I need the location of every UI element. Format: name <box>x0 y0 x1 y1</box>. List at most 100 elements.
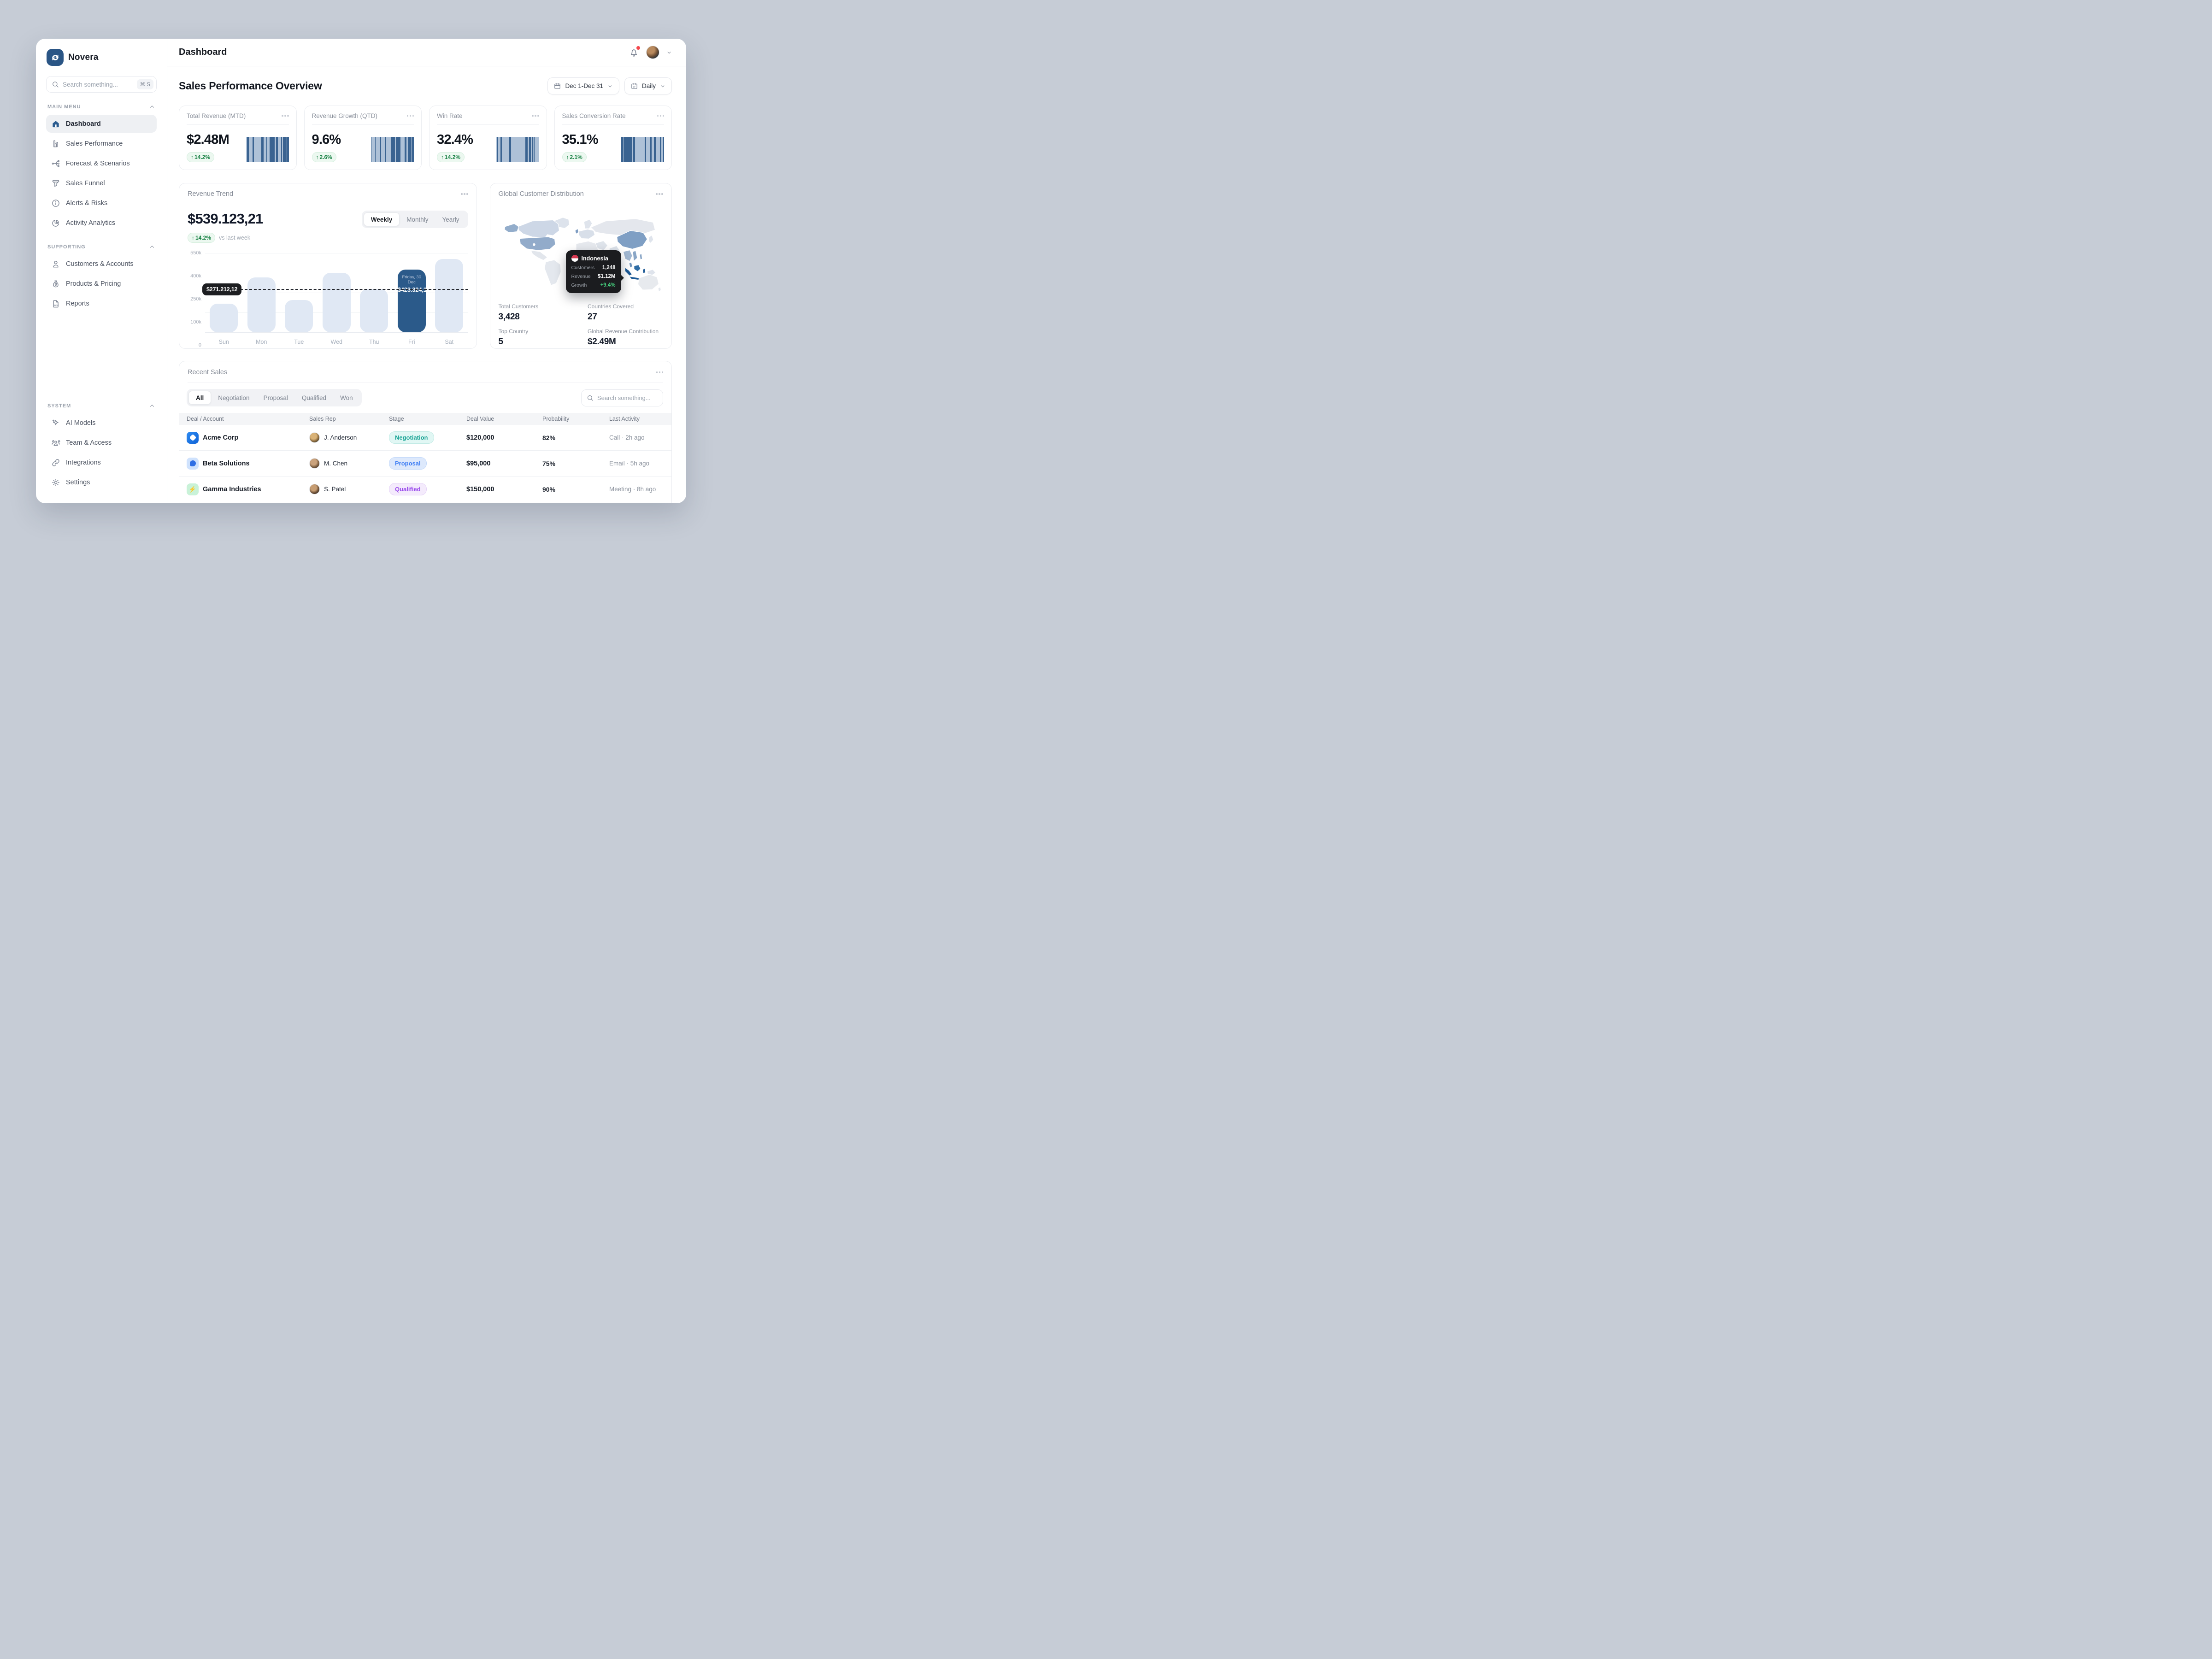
sidebar-item-integrations[interactable]: Integrations <box>46 453 157 471</box>
more-icon[interactable] <box>282 113 289 119</box>
section-title: Sales Performance Overview <box>179 80 322 92</box>
search-icon <box>53 82 59 88</box>
tab-yearly[interactable]: Yearly <box>442 216 459 223</box>
sidebar-item-dashboard[interactable]: Dashboard <box>46 115 157 133</box>
sidebar-item-reports[interactable]: DOC Reports <box>46 294 157 312</box>
user-avatar[interactable] <box>646 46 659 59</box>
sidebar-search[interactable]: ⌘ S <box>46 76 157 93</box>
global-distribution-card: Global Customer Distribution <box>489 183 672 349</box>
gamma-logo-icon: ⚡ <box>187 483 199 495</box>
notifications-button[interactable] <box>629 46 640 58</box>
tab-weekly[interactable]: Weekly <box>363 212 400 226</box>
bar-tue[interactable] <box>285 300 313 332</box>
search-shortcut: ⌘ S <box>136 79 153 89</box>
section-system: SYSTEM <box>47 403 155 409</box>
bar-sat[interactable] <box>435 259 464 332</box>
sidebar-item-settings[interactable]: Settings <box>46 473 157 491</box>
filter-qualified[interactable]: Qualified <box>301 394 327 401</box>
filter-won[interactable]: Won <box>340 394 353 401</box>
status-badge: Qualified <box>389 483 427 495</box>
tab-monthly[interactable]: Monthly <box>406 216 429 223</box>
page-title: Dashboard <box>179 47 227 57</box>
chevron-up-icon[interactable] <box>149 244 155 250</box>
arrow-up-icon: ↑ <box>191 154 194 160</box>
table-row[interactable]: Acme Corp J. Anderson Negotiation $120,0… <box>179 425 671 451</box>
sidebar-item-sales-performance[interactable]: Sales Performance <box>46 135 157 153</box>
baseline-label: $271.212,12 <box>202 283 242 295</box>
stat-countries-covered: 27 <box>588 312 597 322</box>
arrow-up-icon: ↑ <box>192 235 194 241</box>
bar-wed[interactable] <box>322 273 351 332</box>
flow-branch-icon <box>51 159 60 168</box>
global-stats: Total Customers 3,428 Countries Covered 27… <box>499 303 663 347</box>
status-badge: Negotiation <box>389 431 434 444</box>
sidebar-item-customers-accounts[interactable]: Customers & Accounts <box>46 255 157 273</box>
kpi-revenue-growth: Revenue Growth (QTD) 9.6% ↑ 2.6% <box>304 106 422 170</box>
kpi-row: Total Revenue (MTD) $2.48M ↑ 14.2% Revenu… <box>179 106 672 170</box>
more-icon[interactable] <box>656 191 663 197</box>
app-window: Novera ⌘ S MAIN MENU Dashboard Sales Per… <box>36 39 686 503</box>
sidebar-spacer <box>46 313 157 392</box>
kpi-delta-badge: ↑ 14.2% <box>187 152 215 162</box>
table-search-input[interactable] <box>597 394 658 401</box>
more-icon[interactable] <box>406 113 414 119</box>
rep-avatar <box>309 458 320 469</box>
sidebar-item-activity-analytics[interactable]: Activity Analytics <box>46 214 157 232</box>
sidebar-search-input[interactable] <box>63 81 133 88</box>
stage-filters: All Negotiation Proposal Qualified Won <box>187 389 362 406</box>
kpi-value: 35.1% <box>562 132 599 147</box>
sidebar-item-team-access[interactable]: Team & Access <box>46 434 157 452</box>
chevron-up-icon[interactable] <box>149 403 155 409</box>
bell-icon <box>630 48 637 57</box>
trend-delta-badge: ↑ 14.2% <box>188 233 216 243</box>
kpi-sales-conversion: Sales Conversion Rate 35.1% ↑ 2.1% <box>554 106 672 170</box>
bar-thu[interactable] <box>360 288 388 332</box>
chevron-up-icon[interactable] <box>149 104 155 110</box>
table-header: Deal / Account Sales Rep Stage Deal Value Pr… <box>179 413 671 425</box>
kpi-delta-badge: ↑ 2.1% <box>562 152 587 162</box>
y-axis: 550k 400k 250k 100k 0 <box>190 250 201 348</box>
kpi-sparkline <box>246 137 289 162</box>
more-icon[interactable] <box>656 370 663 375</box>
sidebar-item-alerts-risks[interactable]: Alerts & Risks <box>46 194 157 212</box>
novera-logo-icon <box>47 49 64 66</box>
sidebar-item-sales-funnel[interactable]: Sales Funnel <box>46 174 157 192</box>
bar-sun[interactable] <box>210 304 238 332</box>
notification-dot <box>636 46 640 50</box>
sidebar-item-ai-models[interactable]: AI Models <box>46 414 157 432</box>
search-icon <box>587 395 593 401</box>
stat-top-country: 5 <box>498 336 504 347</box>
kpi-value: $2.48M <box>187 132 229 147</box>
map-marker-us <box>532 243 535 246</box>
table-search[interactable] <box>581 389 663 406</box>
sidebar: Novera ⌘ S MAIN MENU Dashboard Sales Per… <box>36 39 167 503</box>
bar-mon[interactable] <box>247 277 276 332</box>
sidebar-item-forecast-scenarios[interactable]: Forecast & Scenarios <box>46 154 157 172</box>
sidebar-item-products-pricing[interactable]: Products & Pricing <box>46 275 157 293</box>
table-row[interactable]: ⚡ Gamma Industries S. Patel Qualified $15… <box>179 477 671 502</box>
svg-text:DOC: DOC <box>54 304 59 306</box>
chevron-down-icon[interactable] <box>666 49 672 56</box>
granularity-button[interactable]: 07 Daily <box>624 77 672 94</box>
date-range-button[interactable]: Dec 1-Dec 31 <box>547 77 619 94</box>
more-icon[interactable] <box>461 191 468 197</box>
more-icon[interactable] <box>532 113 539 119</box>
average-baseline: $271.212,12 <box>202 283 468 295</box>
bar-fri-highlighted[interactable]: Friday, 30 Dec $423.324,12 <box>397 270 426 332</box>
kpi-value: 9.6% <box>312 132 341 147</box>
sparkles-icon <box>51 418 60 428</box>
home-icon <box>51 119 60 129</box>
map-tooltip: Indonesia Customers 1,248 Revenue $1.12M G… <box>565 250 624 293</box>
brand-row: Novera <box>47 49 157 66</box>
kpi-delta-badge: ↑ 2.6% <box>312 152 336 162</box>
filter-all[interactable]: All <box>188 391 212 405</box>
indonesia-flag-icon <box>571 255 578 262</box>
filter-negotiation[interactable]: Negotiation <box>218 394 250 401</box>
kpi-delta-badge: ↑ 14.2% <box>437 152 465 162</box>
arrow-up-icon: ↑ <box>441 154 444 160</box>
main-area: Dashboard Sales Performance Overview Dec… <box>167 39 686 503</box>
more-icon[interactable] <box>657 113 664 119</box>
filter-proposal[interactable]: Proposal <box>263 394 288 401</box>
revenue-bar-chart: 550k 400k 250k 100k 0 <box>188 250 468 348</box>
table-row[interactable]: Beta Solutions M. Chen Proposal $95,000 … <box>179 451 671 477</box>
